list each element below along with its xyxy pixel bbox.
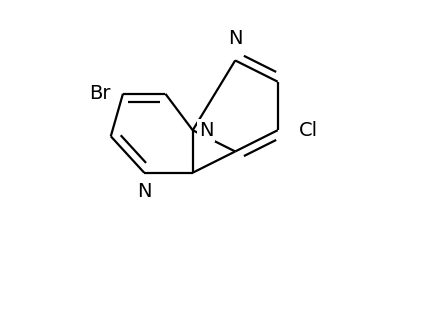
Text: N: N (228, 29, 243, 48)
Text: N: N (137, 182, 151, 201)
Text: N: N (199, 121, 213, 140)
Text: Br: Br (89, 84, 111, 103)
Text: Cl: Cl (299, 121, 318, 140)
